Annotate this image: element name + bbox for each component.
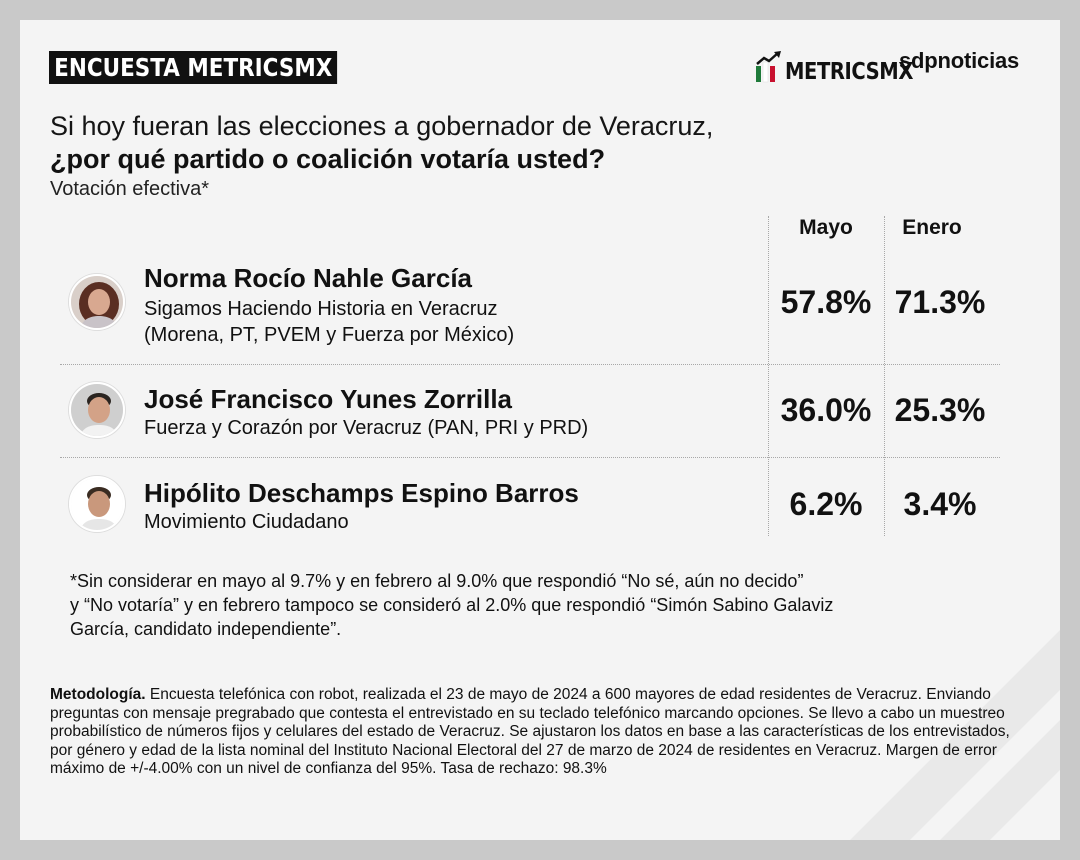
metricsmx-chart-logo-icon [756,51,781,83]
candidate-coalition: Sigamos Haciendo Historia en Veracruz [144,298,498,320]
value-enero: 71.3% [894,284,986,320]
methodology: Metodología. Encuesta telefónica con rob… [50,686,1010,779]
candidate-coalition: Movimiento Ciudadano [144,511,349,533]
value-mayo: 36.0% [780,392,872,428]
candidate-name: Norma Rocío Nahle García [144,263,472,293]
value-mayo: 57.8% [780,284,872,320]
footnote-line: *Sin considerar en mayo al 9.7% y en feb… [70,571,804,591]
column-header-mayo: Mayo [799,216,853,239]
footnote: *Sin considerar en mayo al 9.7% y en feb… [70,569,950,641]
candidate-photo-yunes [69,382,125,438]
candidate-name: Hipólito Deschamps Espino Barros [144,478,579,508]
question-line-1: Si hoy fueran las elecciones a gobernado… [50,111,714,141]
column-header-enero: Enero [902,216,962,239]
sdpnoticias-logo: sdpnoticias [899,48,1020,73]
row-divider [60,364,1000,365]
value-enero: 3.4% [903,486,977,522]
survey-title-badge: ENCUESTA METRICSMX [49,51,338,84]
value-mayo: 6.2% [789,486,863,522]
metricsmx-logo: METRICSMX [755,44,936,84]
candidate-name: José Francisco Yunes Zorrilla [144,384,513,414]
methodology-text: Encuesta telefónica con robot, realizada… [50,686,1010,778]
metricsmx-logo-text: METRICSMX [785,59,913,85]
candidate-coalition-parties: (Morena, PT, PVEM y Fuerza por México) [144,324,515,346]
methodology-label: Metodología. [50,686,146,703]
footnote-line: García, candidato independiente”. [70,619,342,639]
candidate-coalition: Fuerza y Corazón por Veracruz (PAN, PRI … [144,417,589,439]
question-line-2: ¿por qué partido o coalición votaría ust… [50,144,606,174]
poll-card: ENCUESTA METRICSMX METRICSMX sdpnoticias… [20,20,1060,840]
column-divider-mayo [768,216,769,536]
candidate-photo-nahle [69,274,125,330]
value-enero: 25.3% [894,392,986,428]
candidate-photo-deschamps [69,476,125,532]
column-divider-enero [884,216,885,536]
row-divider [60,457,1000,458]
question-subtitle: Votación efectiva* [50,178,209,200]
footnote-line: y “No votaría” y en febrero tampoco se c… [70,595,834,615]
